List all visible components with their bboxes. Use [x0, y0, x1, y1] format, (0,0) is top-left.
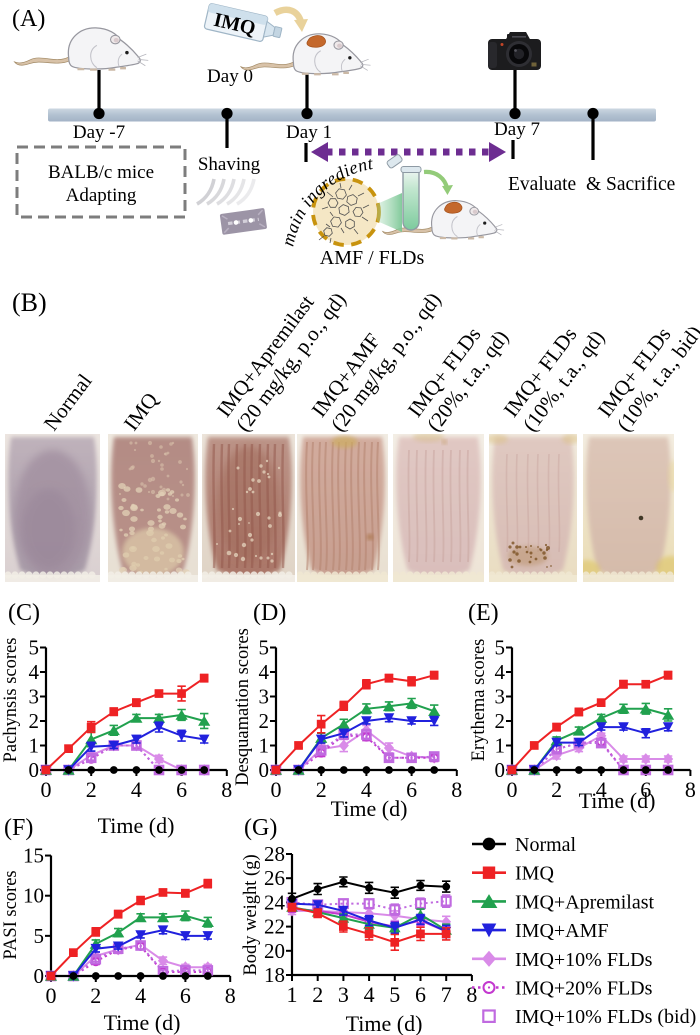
svg-text:Desquamation scores: Desquamation scores	[233, 628, 253, 786]
svg-text:4: 4	[596, 777, 607, 802]
svg-text:Pachynsis scores: Pachynsis scores	[1, 638, 21, 763]
svg-text:0: 0	[46, 983, 57, 1008]
svg-text:Day -7: Day -7	[73, 122, 125, 143]
svg-text:Time (d): Time (d)	[331, 796, 408, 821]
svg-text:6: 6	[406, 777, 417, 802]
svg-text:4: 4	[361, 777, 372, 802]
svg-text:26: 26	[264, 866, 285, 890]
svg-text:8: 8	[221, 777, 232, 802]
svg-text:2: 2	[259, 709, 270, 733]
svg-text:4: 4	[29, 660, 40, 684]
svg-text:Time (d): Time (d)	[579, 788, 656, 813]
svg-text:5: 5	[34, 924, 45, 948]
svg-text:0: 0	[29, 758, 40, 782]
svg-text:Evaluate & Sacrifice: Evaluate & Sacrifice	[508, 174, 675, 195]
svg-text:1: 1	[287, 982, 298, 1007]
svg-text:IMQ+10% FLDs: IMQ+10% FLDs	[515, 949, 653, 971]
svg-text:IMQ+AMF: IMQ+AMF	[515, 920, 609, 942]
svg-text:Time (d): Time (d)	[104, 1010, 181, 1035]
svg-text:7: 7	[441, 982, 452, 1007]
svg-text:(C): (C)	[8, 600, 40, 626]
svg-text:24: 24	[264, 890, 286, 914]
svg-text:8: 8	[466, 982, 477, 1007]
svg-text:0: 0	[507, 777, 518, 802]
svg-text:2: 2	[495, 709, 506, 733]
svg-text:20: 20	[264, 939, 285, 963]
svg-text:0: 0	[495, 758, 506, 782]
svg-text:22: 22	[264, 915, 285, 939]
svg-text:4: 4	[364, 982, 375, 1007]
svg-text:Adapting: Adapting	[66, 185, 137, 206]
svg-text:6: 6	[176, 777, 187, 802]
svg-text:4: 4	[495, 660, 506, 684]
svg-text:4: 4	[131, 777, 142, 802]
svg-text:1: 1	[495, 734, 506, 758]
svg-text:Erythema scores: Erythema scores	[469, 639, 489, 762]
svg-text:8: 8	[225, 983, 236, 1008]
svg-text:3: 3	[338, 982, 349, 1007]
svg-text:0: 0	[259, 758, 270, 782]
svg-text:0: 0	[34, 964, 45, 988]
svg-text:2: 2	[29, 709, 40, 733]
svg-text:2: 2	[86, 777, 97, 802]
svg-text:0: 0	[271, 777, 282, 802]
svg-text:2: 2	[90, 983, 101, 1008]
svg-text:Normal: Normal	[515, 834, 577, 856]
svg-text:2: 2	[312, 982, 323, 1007]
svg-text:Body weight (g): Body weight (g)	[241, 854, 261, 975]
svg-text:6: 6	[415, 982, 426, 1007]
svg-text:Time (d): Time (d)	[346, 1011, 423, 1035]
svg-text:IMQ+Apremilast: IMQ+Apremilast	[515, 891, 654, 913]
svg-text:(D): (D)	[253, 600, 286, 626]
svg-text:4: 4	[135, 983, 146, 1008]
svg-text:4: 4	[259, 660, 270, 684]
svg-text:AMF / FLDs: AMF / FLDs	[320, 247, 425, 269]
svg-text:IMQ+20% FLDs: IMQ+20% FLDs	[515, 978, 653, 1000]
svg-text:(G): (G)	[244, 815, 277, 841]
svg-text:2: 2	[316, 777, 327, 802]
svg-text:15: 15	[23, 844, 44, 868]
svg-text:Day 1: Day 1	[286, 122, 332, 143]
svg-text:Time (d): Time (d)	[98, 813, 175, 838]
svg-text:6: 6	[640, 777, 651, 802]
svg-text:5: 5	[495, 636, 506, 660]
svg-text:8: 8	[451, 777, 462, 802]
svg-text:IMQ+10% FLDs (bid): IMQ+10% FLDs (bid)	[515, 1006, 696, 1028]
svg-text:3: 3	[259, 685, 270, 709]
svg-text:BALB/c mice: BALB/c mice	[48, 162, 154, 183]
svg-text:3: 3	[29, 685, 40, 709]
svg-text:2: 2	[551, 777, 562, 802]
svg-text:Day 7: Day 7	[494, 119, 540, 140]
svg-text:IMQ: IMQ	[515, 863, 554, 885]
svg-text:PASI scores: PASI scores	[1, 870, 21, 959]
svg-text:(F): (F)	[4, 815, 33, 841]
svg-text:10: 10	[23, 884, 44, 908]
svg-text:18: 18	[264, 963, 285, 987]
svg-text:8: 8	[685, 777, 696, 802]
svg-text:(A): (A)	[12, 6, 45, 32]
svg-text:Shaving: Shaving	[198, 154, 261, 175]
svg-text:1: 1	[29, 734, 40, 758]
svg-text:5: 5	[29, 636, 40, 660]
svg-text:28: 28	[264, 842, 285, 866]
svg-text:1: 1	[259, 734, 270, 758]
svg-text:0: 0	[41, 777, 52, 802]
svg-text:5: 5	[259, 636, 270, 660]
svg-text:Day 0: Day 0	[207, 66, 253, 87]
svg-text:3: 3	[495, 685, 506, 709]
svg-text:(E): (E)	[468, 600, 499, 626]
svg-text:6: 6	[180, 983, 191, 1008]
svg-text:5: 5	[389, 982, 400, 1007]
